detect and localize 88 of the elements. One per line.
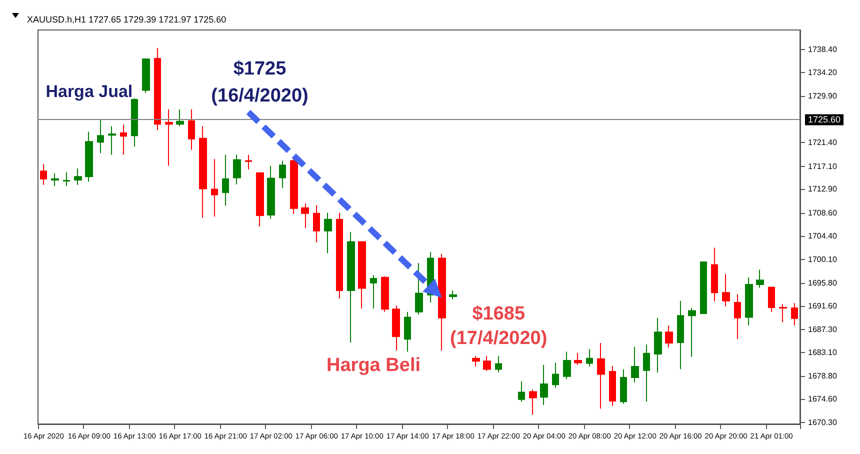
candlestick	[290, 158, 298, 214]
candlestick	[779, 304, 787, 323]
candlestick	[222, 154, 229, 206]
candlestick	[176, 108, 184, 127]
candlestick	[188, 108, 195, 150]
y-tick-label: 1691.60	[808, 301, 838, 310]
y-tick-label: 1712.90	[808, 184, 838, 194]
candlestick	[154, 48, 161, 131]
candlestick	[211, 158, 218, 218]
candlestick	[336, 212, 343, 300]
candlestick	[74, 168, 82, 186]
y-tick-label: 1708.60	[808, 208, 838, 218]
candlestick	[563, 351, 571, 380]
candlestick	[267, 165, 275, 220]
y-tick-label: 1721.40	[808, 138, 838, 148]
candlestick	[392, 305, 400, 352]
y-tick-label: 1704.40	[808, 231, 838, 240]
candlestick	[404, 311, 411, 352]
candlestick	[597, 342, 605, 410]
candlestick	[472, 356, 480, 368]
candlestick	[347, 231, 355, 343]
y-tick-label: 1734.20	[808, 68, 838, 78]
candlestick	[586, 348, 593, 368]
candlestick	[495, 356, 502, 374]
y-tick-label: 1687.30	[808, 324, 838, 334]
candlestick	[142, 58, 150, 94]
candlestick	[620, 368, 627, 404]
candlestick	[529, 389, 537, 416]
y-tick-label: 1700.10	[808, 254, 838, 264]
candlestick	[131, 98, 138, 148]
y-tick-label: 1738.40	[808, 45, 838, 54]
ref-line-label: 1725.60	[808, 114, 841, 125]
annotation: $1725	[233, 58, 287, 80]
candlestick	[756, 269, 764, 288]
annotation: $1685	[472, 304, 526, 325]
candlestick	[791, 302, 798, 326]
y-tick-label: 1678.80	[808, 371, 838, 380]
y-tick-label: 1674.60	[808, 394, 838, 404]
candlestick	[734, 294, 741, 340]
candlestick	[631, 346, 639, 383]
candlestick	[483, 356, 491, 372]
candlestick	[256, 172, 264, 227]
chart-title: XAUUSD.h,H1 1727.65 1729.39 1721.97 1725.60	[27, 14, 226, 24]
candlestick	[40, 164, 47, 186]
candlestick	[370, 274, 377, 310]
candlestick	[63, 172, 70, 186]
candlestick	[518, 380, 525, 402]
candlestick	[301, 202, 309, 229]
candlestick	[120, 124, 127, 156]
candlestick	[233, 154, 241, 185]
candlestick	[574, 352, 582, 366]
y-tick-label: 1717.10	[808, 162, 838, 171]
y-tick-label: 1695.80	[808, 278, 838, 288]
candlestick	[165, 108, 173, 166]
candlestick	[745, 276, 753, 326]
candlestick	[768, 286, 775, 312]
candlestick	[722, 274, 730, 307]
candlestick	[711, 247, 718, 302]
candlestick	[438, 253, 446, 352]
annotation: (16/4/2020)	[211, 86, 308, 107]
candlestick	[540, 364, 548, 406]
candlestick	[324, 212, 332, 254]
annotation: (17/4/2020)	[450, 328, 548, 350]
annotation: Harga Jual	[46, 82, 133, 101]
candlestick	[665, 325, 673, 348]
candlestick	[97, 118, 104, 154]
candlestick	[643, 344, 650, 402]
y-tick-label: 1729.90	[808, 92, 838, 101]
candlestick	[313, 204, 320, 243]
candlestick	[199, 126, 207, 218]
candlestick	[381, 276, 389, 312]
candlestick	[552, 362, 559, 388]
candlestick	[654, 317, 662, 374]
candlestick	[688, 307, 696, 358]
candlestick	[85, 131, 93, 182]
candlestick	[449, 290, 457, 300]
annotation: Harga Beli	[326, 354, 420, 376]
candlestick	[677, 300, 684, 370]
y-tick-label: 1683.10	[808, 348, 838, 357]
candlestick	[358, 241, 366, 310]
candlestick	[415, 262, 423, 316]
candlestick	[51, 172, 59, 186]
candlestick	[700, 260, 707, 315]
candlestick	[108, 126, 116, 156]
candlestick	[245, 154, 252, 170]
candlestick	[609, 365, 616, 406]
y-tick-label: 1670.30	[808, 418, 838, 427]
candlestick	[279, 160, 286, 189]
